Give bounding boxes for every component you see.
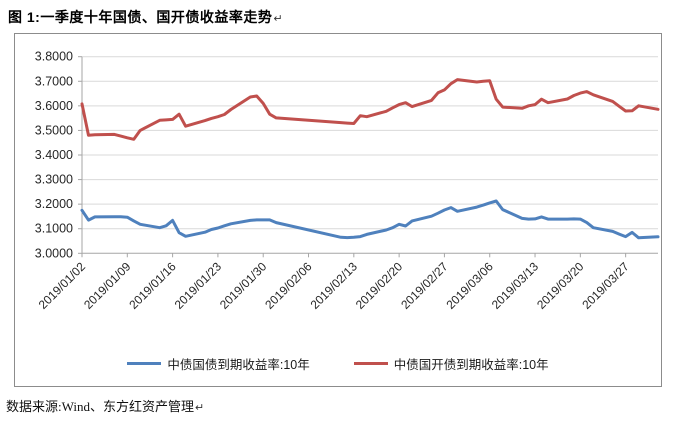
- x-axis-label: 2019/01/23: [172, 259, 225, 312]
- source-note-text: 数据来源:Wind、东方红资产管理: [6, 399, 194, 414]
- chart-frame: 3.0000 3.1000 3.2000 3.3000 3.4000 3.5000 3.60…: [14, 33, 662, 387]
- treasury-yield-line: [80, 199, 660, 240]
- x-axis-label: 2019/02/13: [308, 259, 361, 312]
- figure-title-text: 图 1:一季度十年国债、国开债收益率走势: [8, 9, 273, 25]
- paragraph-mark-icon: ↵: [194, 402, 205, 414]
- x-axis-label: 2019/02/27: [398, 259, 451, 312]
- x-axis-label: 2019/01/16: [126, 259, 179, 312]
- x-axis-label: 2019/02/20: [353, 259, 406, 312]
- treasury-line-swatch: [127, 362, 162, 365]
- y-axis-label: 3.6000: [35, 99, 73, 113]
- x-axis-label: 2019/03/27: [579, 259, 632, 312]
- y-axis-label: 3.3000: [35, 173, 73, 187]
- paragraph-mark-icon: ↵: [273, 13, 284, 25]
- x-axis-label: 2019/03/06: [443, 259, 496, 312]
- x-axis-label: 2019/01/02: [36, 259, 89, 312]
- x-axis-label: 2019/02/06: [262, 259, 315, 312]
- y-axis-label: 3.4000: [35, 148, 73, 162]
- legend-item-treasury: 中债国债到期收益率:10年: [127, 354, 310, 373]
- x-axis-label: 2019/03/13: [489, 259, 542, 312]
- y-axis-label: 3.5000: [35, 123, 73, 137]
- legend-item-cdb: 中债国开债到期收益率:10年: [353, 354, 549, 373]
- yield-line-chart: 3.0000 3.1000 3.2000 3.3000 3.4000 3.5000 3.60…: [35, 50, 660, 312]
- y-axis-label: 3.2000: [35, 197, 73, 211]
- cdb-line-swatch: [353, 362, 388, 365]
- x-axis-label: 2019/03/20: [534, 259, 587, 312]
- y-axis-label: 3.8000: [35, 50, 73, 64]
- cdb-yield-line: [80, 78, 660, 141]
- source-note: 数据来源:Wind、东方红资产管理↵: [6, 396, 676, 415]
- figure-title: 图 1:一季度十年国债、国开债收益率走势↵: [0, 0, 676, 31]
- x-axis-label: 2019/01/30: [217, 259, 270, 312]
- y-axis-label: 3.1000: [35, 222, 73, 236]
- x-axis-label: 2019/01/09: [81, 259, 134, 312]
- legend-label-cdb: 中债国开债到期收益率:10年: [393, 358, 549, 372]
- legend-label-treasury: 中债国债到期收益率:10年: [167, 358, 310, 372]
- y-axis-label: 3.0000: [35, 246, 73, 260]
- y-axis-label: 3.7000: [35, 74, 73, 88]
- chart-legend: 中债国债到期收益率:10年 中债国开债到期收益率:10年: [15, 354, 661, 373]
